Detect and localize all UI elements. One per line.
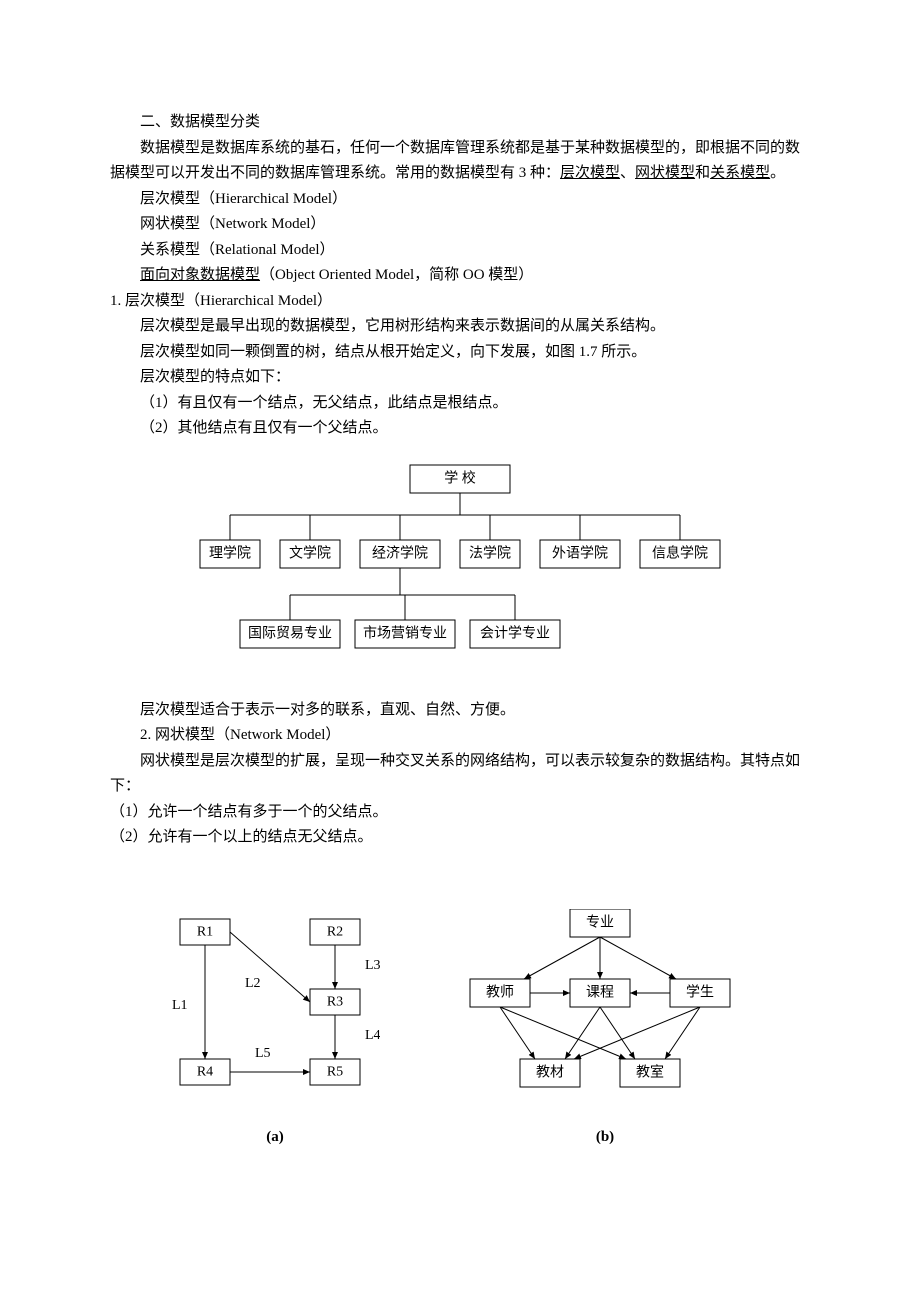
svg-text:教材: 教材 <box>536 1064 564 1080</box>
svg-text:文学院: 文学院 <box>289 545 331 561</box>
svg-text:课程: 课程 <box>586 984 614 1000</box>
s1-p1: 层次模型是最早出现的数据模型，它用树形结构来表示数据间的从属关系结构。 <box>110 314 810 340</box>
s2-p1: 网状模型是层次模型的扩展，呈现一种交叉关系的网络结构，可以表示较复杂的数据结构。… <box>110 749 810 800</box>
diagram-b-col: 专业教师 课程 学生教材 教室 (b) <box>460 891 750 1151</box>
model-line-3: 关系模型（Relational Model） <box>110 238 810 264</box>
model-line-4-rest: （Object Oriented Model，简称 OO 模型） <box>260 267 533 283</box>
tree-diagram: 学 校理学院 文学院 经济学院 法学院 外语学院 信息学院国际贸易专业 市场营销专业 会计学专… <box>110 460 810 680</box>
diagram-b-caption: (b) <box>596 1125 614 1151</box>
diagram-a-col: R1 R2 R3 R4 R5 L1 L2 L3 L4 L5 (a) <box>170 891 380 1151</box>
link-relational: 关系模型 <box>710 165 770 181</box>
link-hierarchical: 层次模型 <box>560 165 620 181</box>
intro-paragraph: 数据模型是数据库系统的基石，任何一个数据库管理系统都是基于某种数据模型的，即根据… <box>110 136 810 187</box>
sep: 和 <box>695 165 710 181</box>
svg-text:L1: L1 <box>172 998 188 1013</box>
after-tree-1: 层次模型适合于表示一对多的联系，直观、自然、方便。 <box>110 698 810 724</box>
model-line-2: 网状模型（Network Model） <box>110 212 810 238</box>
svg-text:L3: L3 <box>365 958 380 973</box>
sep: 、 <box>620 165 635 181</box>
svg-text:R5: R5 <box>327 1064 343 1079</box>
network-diagrams-row: R1 R2 R3 R4 R5 L1 L2 L3 L4 L5 (a) 专业教师 课程 学生教材 教室 (b… <box>110 891 810 1151</box>
svg-text:国际贸易专业: 国际贸易专业 <box>248 625 332 641</box>
model-line-4: 面向对象数据模型（Object Oriented Model，简称 OO 模型） <box>110 263 810 289</box>
svg-text:会计学专业: 会计学专业 <box>480 625 550 641</box>
link-network: 网状模型 <box>635 165 695 181</box>
svg-text:L4: L4 <box>365 1028 380 1043</box>
svg-text:R4: R4 <box>197 1064 213 1079</box>
svg-text:法学院: 法学院 <box>469 545 511 561</box>
svg-text:R1: R1 <box>197 924 213 939</box>
svg-text:信息学院: 信息学院 <box>652 544 708 561</box>
svg-text:L5: L5 <box>255 1046 271 1061</box>
s1-p5: （2）其他结点有且仅有一个父结点。 <box>110 416 810 442</box>
s1-p4: （1）有且仅有一个结点，无父结点，此结点是根结点。 <box>110 391 810 417</box>
link-oo-model: 面向对象数据模型 <box>140 267 260 283</box>
diagram-b-svg: 专业教师 课程 学生教材 教室 <box>460 909 750 1099</box>
section-1-title: 1. 层次模型（Hierarchical Model） <box>110 289 810 315</box>
tree-svg: 学 校理学院 文学院 经济学院 法学院 外语学院 信息学院国际贸易专业 市场营销专业 会计学专… <box>150 460 770 680</box>
svg-text:R2: R2 <box>327 924 343 939</box>
section-heading: 二、数据模型分类 <box>110 110 810 136</box>
svg-text:市场营销专业: 市场营销专业 <box>363 624 447 641</box>
svg-text:学 校: 学 校 <box>444 469 476 486</box>
diagram-a-caption: (a) <box>266 1125 284 1151</box>
svg-text:教师: 教师 <box>486 984 514 1000</box>
svg-text:专业: 专业 <box>586 914 614 930</box>
model-line-1: 层次模型（Hierarchical Model） <box>110 187 810 213</box>
s1-p3: 层次模型的特点如下： <box>110 365 810 391</box>
section-2-title: 2. 网状模型（Network Model） <box>110 723 810 749</box>
svg-text:理学院: 理学院 <box>209 545 251 561</box>
svg-text:R3: R3 <box>327 994 343 1009</box>
svg-text:学生: 学生 <box>686 984 714 1000</box>
diagram-a-svg: R1 R2 R3 R4 R5 L1 L2 L3 L4 L5 <box>170 909 380 1099</box>
period: 。 <box>770 165 785 181</box>
svg-text:外语学院: 外语学院 <box>552 545 608 561</box>
svg-text:L2: L2 <box>245 976 261 991</box>
s2-p3: （2）允许有一个以上的结点无父结点。 <box>110 825 810 851</box>
svg-text:教室: 教室 <box>636 1063 664 1080</box>
s2-p2: （1）允许一个结点有多于一个的父结点。 <box>110 800 810 826</box>
svg-text:经济学院: 经济学院 <box>372 545 428 561</box>
s1-p2: 层次模型如同一颗倒置的树，结点从根开始定义，向下发展，如图 1.7 所示。 <box>110 340 810 366</box>
